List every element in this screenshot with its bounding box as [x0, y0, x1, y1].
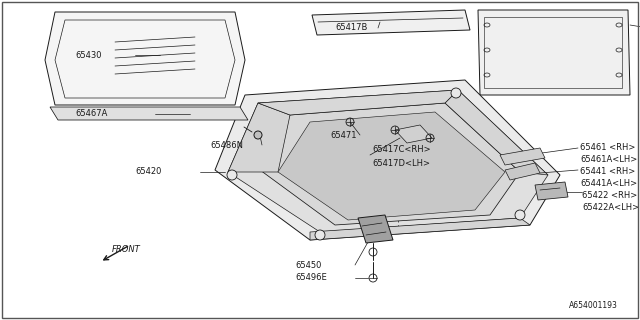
- Text: 65422 <RH>: 65422 <RH>: [582, 191, 637, 201]
- Text: 65450: 65450: [295, 260, 321, 269]
- Polygon shape: [260, 103, 520, 225]
- Text: 65471: 65471: [330, 131, 356, 140]
- Text: 65441 <RH>: 65441 <RH>: [580, 167, 636, 177]
- Text: 65486N: 65486N: [210, 140, 243, 149]
- Text: A654001193: A654001193: [569, 301, 618, 310]
- Polygon shape: [228, 103, 290, 172]
- Text: 65496E: 65496E: [295, 274, 327, 283]
- Text: FRONT: FRONT: [112, 245, 141, 254]
- Text: 65420: 65420: [135, 167, 161, 177]
- Polygon shape: [312, 10, 470, 35]
- Text: 65461A<LH>: 65461A<LH>: [580, 156, 637, 164]
- Text: 65417C<RH>: 65417C<RH>: [372, 146, 431, 155]
- Circle shape: [254, 131, 262, 139]
- Polygon shape: [45, 12, 245, 105]
- Polygon shape: [358, 215, 393, 243]
- Polygon shape: [500, 148, 545, 165]
- Text: 65422A<LH>: 65422A<LH>: [582, 204, 639, 212]
- Text: 65467A: 65467A: [75, 109, 108, 118]
- Text: 65417D<LH>: 65417D<LH>: [372, 158, 430, 167]
- Text: 65430: 65430: [75, 51, 102, 60]
- Circle shape: [515, 210, 525, 220]
- Polygon shape: [535, 182, 568, 200]
- Polygon shape: [395, 125, 432, 143]
- Text: 65441A<LH>: 65441A<LH>: [580, 180, 637, 188]
- Polygon shape: [278, 112, 505, 220]
- Polygon shape: [228, 90, 548, 232]
- Circle shape: [227, 170, 237, 180]
- Polygon shape: [215, 80, 560, 240]
- Polygon shape: [50, 107, 248, 120]
- Polygon shape: [445, 90, 548, 175]
- Polygon shape: [310, 218, 530, 240]
- Circle shape: [451, 88, 461, 98]
- Text: 65417B: 65417B: [335, 23, 367, 33]
- Text: 65461 <RH>: 65461 <RH>: [580, 143, 636, 153]
- Polygon shape: [258, 90, 458, 115]
- Circle shape: [315, 230, 325, 240]
- Polygon shape: [505, 163, 540, 180]
- Polygon shape: [478, 10, 630, 95]
